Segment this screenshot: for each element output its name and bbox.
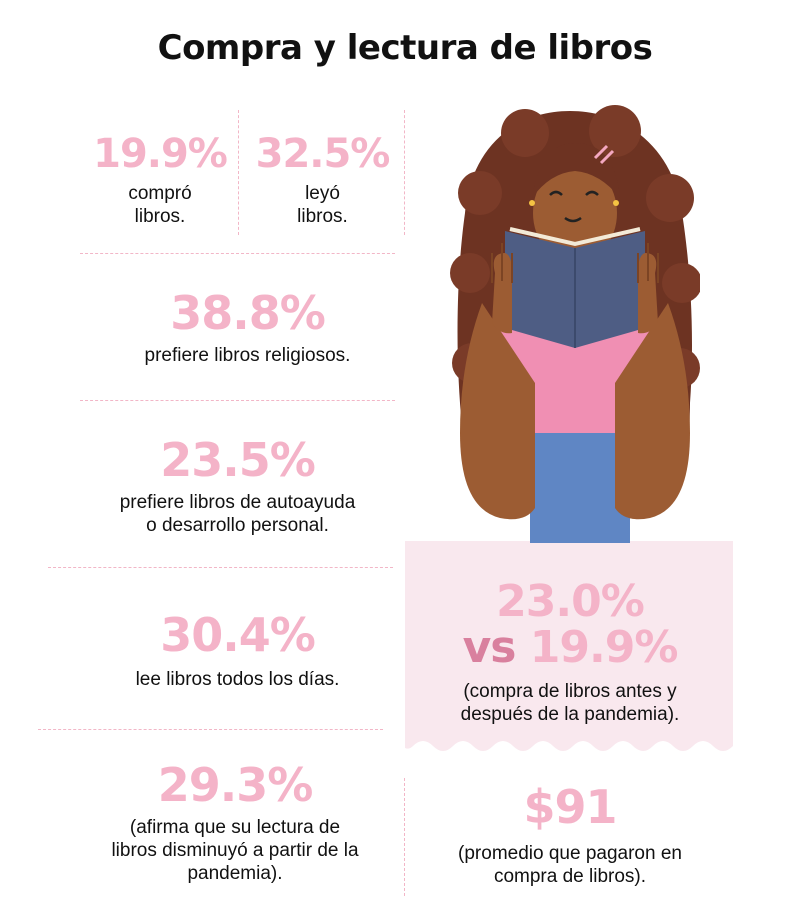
stat-label: libros. xyxy=(297,206,348,227)
stat-religious-books: 38.8% prefiere libros religiosos. xyxy=(80,290,415,367)
stat-label: prefiere libros de autoayuda xyxy=(119,492,356,513)
stat-label: o desarrollo personal. xyxy=(146,515,329,536)
vs-label: vs xyxy=(462,622,517,673)
stat-label: prefiere libros religiosos. xyxy=(144,345,351,366)
stat-label: leyó xyxy=(305,183,340,204)
stat-label: (compra de libros antes y xyxy=(463,681,677,702)
stat-value-after: 19.9% xyxy=(529,622,679,673)
stat-value: 32.5% xyxy=(255,131,391,177)
stat-value: 29.3% xyxy=(157,758,314,812)
divider xyxy=(238,110,239,235)
stat-label: pandemia). xyxy=(187,863,283,884)
stat-read-books: 32.5% leyó libros. xyxy=(245,134,400,228)
stat-label: después de la pandemia). xyxy=(460,704,680,725)
page-title: Compra y lectura de libros xyxy=(157,28,653,68)
stat-reading-decreased: 29.3% (afirma que su lectura de libros d… xyxy=(55,762,415,885)
comparison-panel xyxy=(405,541,733,751)
stat-label: (afirma que su lectura de xyxy=(129,817,341,838)
stat-label: lee libros todos los días. xyxy=(135,669,340,690)
woman-reading-illustration xyxy=(450,105,700,543)
divider xyxy=(80,253,395,254)
stat-value-compare: vs 19.9% xyxy=(405,626,735,670)
stat-label: (promedio que pagaron en xyxy=(458,843,682,864)
stat-value: $91 xyxy=(523,780,617,834)
divider xyxy=(48,567,393,568)
stat-value-before: 23.0% xyxy=(496,576,645,627)
stat-bought-books: 19.9% compró libros. xyxy=(85,134,235,228)
divider xyxy=(404,110,405,235)
stat-average-spent: $91 (promedio que pagaron en compra de l… xyxy=(420,784,720,888)
stat-label: compró xyxy=(128,183,192,204)
stat-self-help-books: 23.5% prefiere libros de autoayuda o des… xyxy=(60,437,415,537)
stat-value: 23.5% xyxy=(160,433,316,487)
stat-label: libros disminuyó a partir de la xyxy=(111,840,359,861)
stat-value: 38.8% xyxy=(170,286,326,340)
stat-pandemic-comparison: 23.0% vs 19.9% (compra de libros antes y… xyxy=(405,580,735,726)
divider xyxy=(404,778,405,896)
stat-value: 30.4% xyxy=(160,608,316,662)
stat-value: 19.9% xyxy=(93,131,228,177)
divider xyxy=(38,729,383,730)
stat-label: libros. xyxy=(134,206,186,227)
divider xyxy=(80,400,395,401)
stat-daily-reading: 30.4% lee libros todos los días. xyxy=(60,612,415,691)
stat-label: compra de libros). xyxy=(493,866,647,887)
